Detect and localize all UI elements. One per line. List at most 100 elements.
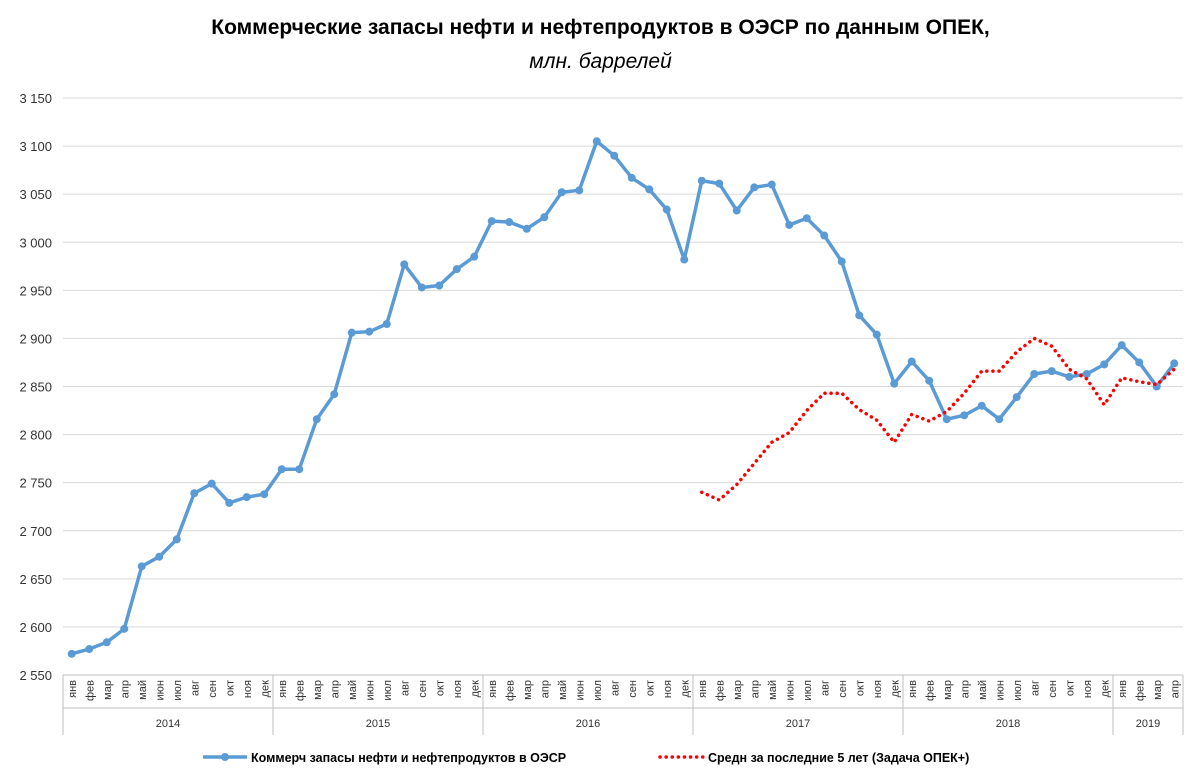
x-tick-label: ноя (872, 680, 884, 698)
data-point (995, 415, 1004, 424)
data-point (575, 186, 584, 195)
x-tick-label: апр (539, 680, 551, 698)
y-tick-label: 2 950 (19, 283, 52, 298)
x-tick-label: дек (259, 680, 271, 698)
data-point (225, 498, 234, 507)
x-tick-label: авг (399, 680, 411, 696)
data-point (977, 401, 986, 410)
year-label: 2017 (786, 718, 810, 730)
data-point (680, 255, 689, 264)
data-point (557, 188, 566, 197)
data-point (610, 151, 619, 160)
x-tick-label: янв (277, 680, 289, 698)
data-point (1047, 367, 1056, 376)
x-tick-label: мар (312, 680, 324, 700)
y-tick-label: 2 600 (19, 620, 52, 635)
x-tick-label: сен (1047, 680, 1059, 698)
data-point (715, 179, 724, 188)
data-point (452, 265, 461, 274)
x-tick-label: мар (942, 680, 954, 700)
x-tick-label: июн (784, 680, 796, 700)
data-point (785, 220, 794, 229)
y-tick-label: 3 000 (19, 235, 52, 250)
x-tick-label: июн (574, 680, 586, 700)
data-point (1012, 393, 1021, 402)
data-point (522, 224, 531, 233)
data-point (155, 552, 164, 561)
x-tick-label: янв (697, 680, 709, 698)
data-point (890, 379, 899, 388)
data-point (260, 490, 269, 499)
data-point (942, 415, 951, 424)
data-point (242, 493, 251, 502)
x-tick-label: дек (889, 680, 901, 698)
data-point (190, 489, 199, 498)
data-point (172, 535, 181, 544)
data-point (855, 311, 864, 320)
x-tick-label: май (137, 680, 149, 700)
x-tick-label: июн (364, 680, 376, 700)
data-point (540, 213, 549, 222)
data-point (592, 137, 601, 146)
data-point (1030, 369, 1039, 378)
x-tick-label: фев (1134, 680, 1146, 701)
data-point (487, 217, 496, 226)
data-point (697, 176, 706, 185)
x-tick-label: май (977, 680, 989, 700)
data-point (295, 465, 304, 474)
x-tick-label: фев (504, 680, 516, 701)
legend-label-stocks: Коммерч запасы нефти и нефтепродуктов в … (251, 751, 566, 765)
x-tick-label: июл (1012, 680, 1024, 701)
data-point (435, 281, 444, 290)
y-tick-label: 2 700 (19, 524, 52, 539)
data-point (645, 185, 654, 194)
y-tick-label: 2 850 (19, 380, 52, 395)
data-point (960, 411, 969, 420)
y-tick-label: 2 750 (19, 476, 52, 491)
y-tick-label: 2 550 (19, 668, 52, 683)
x-tick-label: окт (644, 680, 656, 696)
data-point (382, 319, 391, 328)
x-tick-label: июл (382, 680, 394, 701)
data-point (627, 173, 636, 182)
x-tick-label: апр (1169, 680, 1181, 698)
x-tick-label: июл (172, 680, 184, 701)
data-point (470, 252, 479, 261)
series-line-avg5y (700, 336, 1176, 503)
data-point (872, 330, 881, 339)
year-label: 2019 (1136, 718, 1160, 730)
x-tick-label: сен (207, 680, 219, 698)
x-tick-label: фев (294, 680, 306, 701)
year-label: 2015 (366, 718, 390, 730)
data-point (400, 260, 409, 269)
x-tick-label: апр (119, 680, 131, 698)
y-tick-label: 2 800 (19, 428, 52, 443)
x-tick-label: окт (224, 680, 236, 696)
x-tick-label: фев (924, 680, 936, 701)
y-tick-label: 3 150 (19, 91, 52, 106)
x-tick-label: мар (522, 680, 534, 700)
x-tick-label: янв (907, 680, 919, 698)
chart-subtitle: млн. баррелей (529, 50, 672, 73)
x-tick-label: янв (67, 680, 79, 698)
x-tick-label: июн (994, 680, 1006, 700)
chart-title: Коммерческие запасы нефти и нефтепродукт… (211, 16, 990, 39)
data-point (417, 283, 426, 292)
x-tick-label: окт (854, 680, 866, 696)
x-tick-label: окт (434, 680, 446, 696)
data-point (312, 415, 321, 424)
legend-label-avg5y: Средн за последние 5 лет (Задача ОПЕК+) (708, 751, 969, 765)
x-tick-label: сен (837, 680, 849, 698)
data-point (767, 180, 776, 189)
y-tick-label: 2 650 (19, 572, 52, 587)
data-point (1135, 358, 1144, 367)
x-tick-label: дек (679, 680, 691, 698)
data-point (732, 206, 741, 215)
x-tick-label: сен (417, 680, 429, 698)
series-line-stocks (71, 139, 1176, 656)
x-tick-label: ноя (242, 680, 254, 698)
x-tick-label: май (767, 680, 779, 700)
x-tick-label: мар (732, 680, 744, 700)
data-point (837, 257, 846, 266)
